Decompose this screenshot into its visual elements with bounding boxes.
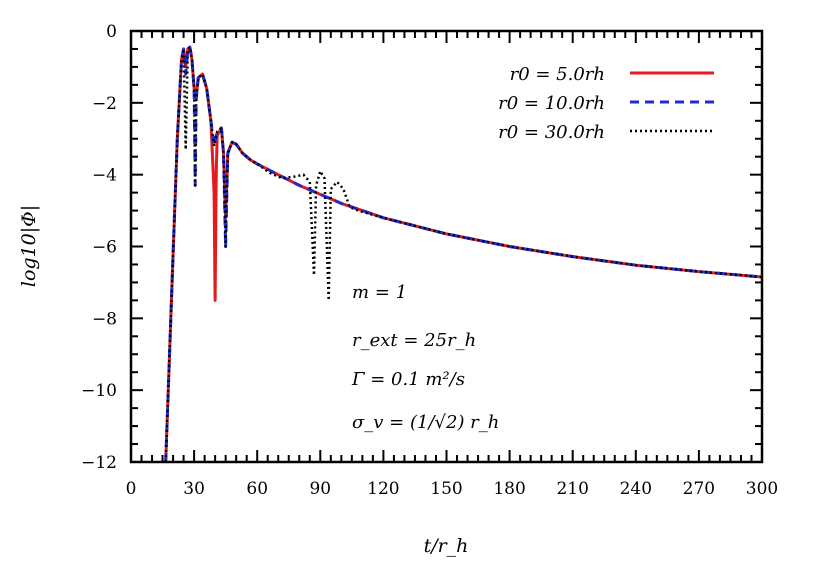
y-tick-label: −10 xyxy=(81,381,117,401)
x-tick-label: 240 xyxy=(620,479,652,499)
annotation: Γ = 0.1 m²/s xyxy=(351,369,465,390)
annotations: m = 1 r_ext = 25r_h Γ = 0.1 m²/s σ_v = (1/√… xyxy=(351,282,499,433)
annotation: r_ext = 25r_h xyxy=(352,330,476,351)
x-tick-label: 150 xyxy=(430,479,462,499)
x-tick-labels: 0 30 60 90 120 150 180 210 240 270 300 xyxy=(126,479,779,499)
x-tick-label: 270 xyxy=(683,479,715,499)
series-line xyxy=(164,45,762,462)
series-line xyxy=(164,45,762,462)
y-tick-label: 0 xyxy=(106,22,117,42)
x-tick-label: 60 xyxy=(246,479,268,499)
series-group xyxy=(164,45,762,462)
legend-label: r0 = 5.0rh xyxy=(510,64,605,85)
y-tick-label: −6 xyxy=(92,238,117,258)
series-line xyxy=(164,45,762,462)
annotation: m = 1 xyxy=(352,282,407,303)
legend-label: r0 = 30.0rh xyxy=(498,122,605,143)
x-tick-label: 90 xyxy=(309,479,331,499)
legend: r0 = 5.0rh r0 = 10.0rh r0 = 30.0rh xyxy=(498,64,714,143)
x-tick-label: 210 xyxy=(556,479,588,499)
y-tick-labels: 0 −2 −4 −6 −8 −10 −12 xyxy=(81,22,117,473)
y-tick-label: −8 xyxy=(92,309,117,329)
x-tick-label: 120 xyxy=(367,479,399,499)
annotation: σ_v = (1/√2) r_h xyxy=(352,412,499,433)
legend-label: r0 = 10.0rh xyxy=(498,93,605,114)
axis-ticks xyxy=(130,30,763,463)
y-tick-label: −4 xyxy=(92,166,117,186)
x-tick-label: 0 xyxy=(126,479,137,499)
x-axis-label: t/r_h xyxy=(424,535,469,557)
x-tick-label: 300 xyxy=(746,479,778,499)
y-tick-label: −12 xyxy=(81,453,117,473)
x-tick-label: 30 xyxy=(183,479,205,499)
x-tick-label: 180 xyxy=(493,479,525,499)
y-axis-label: log10|Φ| xyxy=(18,205,40,287)
y-tick-label: −2 xyxy=(92,94,117,114)
